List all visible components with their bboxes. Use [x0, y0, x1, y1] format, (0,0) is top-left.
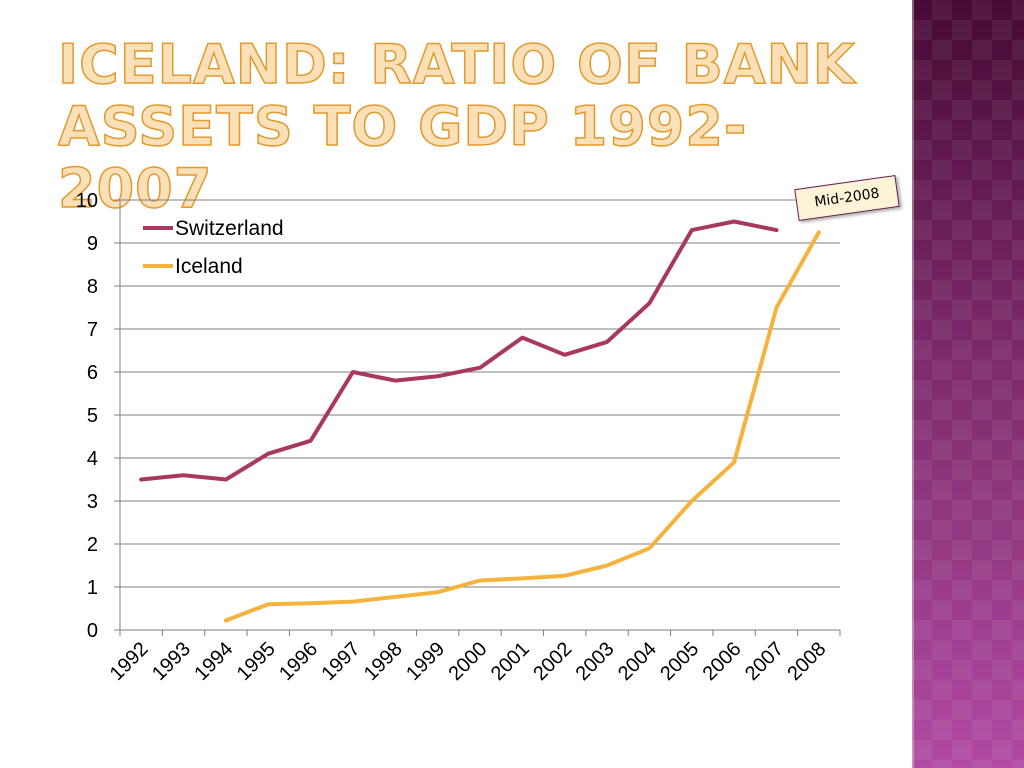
- slide-title: ICELAND: RATIO OF BANK ASSETS TO GDP 199…: [57, 33, 898, 221]
- x-tick-label-2001: 2001: [487, 638, 534, 685]
- x-tick-label-1996: 1996: [275, 638, 322, 685]
- x-tick-label-2000: 2000: [445, 638, 492, 685]
- x-tick-label-2004: 2004: [614, 638, 661, 685]
- x-tick-label-2002: 2002: [529, 638, 576, 685]
- x-tick-label-1999: 1999: [402, 638, 449, 685]
- x-tick-label-1994: 1994: [190, 638, 237, 685]
- x-tick-label-2006: 2006: [699, 638, 746, 685]
- y-tick-label-7: 7: [87, 319, 98, 341]
- x-axis-tick-labels: 1992199319941995199619971998199920002001…: [106, 638, 831, 685]
- x-tick-label-1993: 1993: [148, 638, 195, 685]
- y-tick-label-5: 5: [87, 405, 98, 427]
- legend-label-switzerland: Switzerland: [175, 217, 284, 240]
- x-tick-label-2003: 2003: [572, 638, 619, 685]
- decorative-side-panel: [912, 0, 1024, 768]
- y-tick-label-4: 4: [87, 448, 98, 470]
- title-line-2: ASSETS TO GDP 1992-2007: [57, 95, 748, 221]
- series-lines: [139, 219, 821, 623]
- side-panel-edge: [912, 0, 914, 768]
- y-tick-label-6: 6: [87, 362, 98, 384]
- y-tick-label-2: 2: [87, 534, 98, 556]
- y-tick-label-1: 1: [87, 577, 98, 599]
- y-tick-label-10: 10: [76, 190, 98, 212]
- y-tick-label-8: 8: [87, 276, 98, 298]
- series-line-switzerland: [139, 219, 779, 482]
- y-tick-label-0: 0: [87, 620, 98, 642]
- axes: [114, 199, 841, 636]
- y-tick-label-3: 3: [87, 491, 98, 513]
- x-tick-label-2008: 2008: [783, 638, 830, 685]
- legend-label-iceland: Iceland: [175, 255, 243, 278]
- y-axis-tick-labels: 0 1 2 3 4 5 6 7 8 9 10: [76, 190, 98, 642]
- x-tick-label-1995: 1995: [233, 638, 280, 685]
- x-tick-label-2005: 2005: [656, 638, 703, 685]
- y-tick-label-9: 9: [87, 233, 98, 255]
- x-tick-label-2007: 2007: [741, 638, 788, 685]
- x-tick-label-1992: 1992: [106, 638, 153, 685]
- series-line-iceland: [223, 230, 821, 623]
- gridlines: [120, 199, 840, 588]
- x-tick-label-1997: 1997: [317, 638, 364, 685]
- legend: Switzerland Iceland: [143, 217, 284, 278]
- title-line-1: ICELAND: RATIO OF BANK: [57, 33, 856, 97]
- x-tick-label-1998: 1998: [360, 638, 407, 685]
